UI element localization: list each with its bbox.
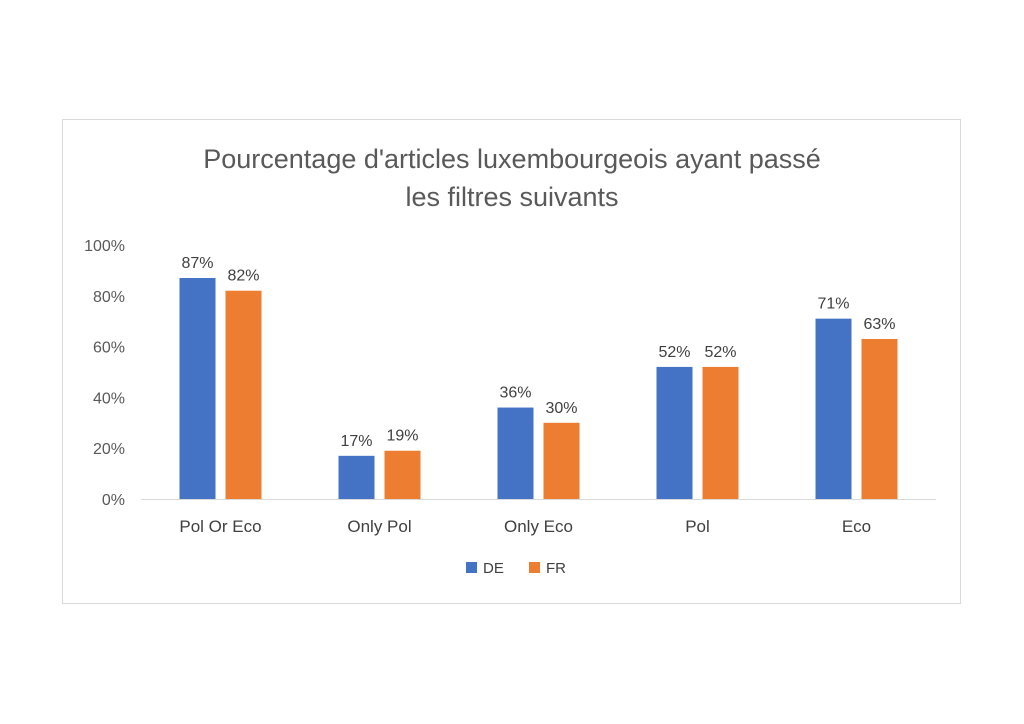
y-axis: 0% 20% 40% 60% 80% 100% [84,238,125,509]
chart-frame: Pourcentage d'articles luxembourgeois ay… [62,119,961,604]
data-label: 87% [181,255,213,272]
y-tick-label: 100% [84,238,125,255]
y-tick-label: 80% [93,289,125,306]
bar-de [815,318,852,499]
legend-label-fr: FR [546,560,566,577]
category-label: Pol Or Eco [179,517,261,536]
data-label: 63% [863,316,895,333]
data-label: 30% [545,400,577,417]
data-label: 52% [704,344,736,361]
bars: 87% 82% 17% 19% 36% 30% 52% 52% 71% 63% [179,255,898,499]
chart-title-line-2: les filtres suivants [405,182,618,212]
y-tick-label: 40% [93,390,125,407]
legend: DE FR [466,560,566,577]
data-label: 82% [227,268,259,285]
bar-fr [225,290,262,499]
bar-de [179,278,216,499]
bar-fr [702,366,739,499]
category-label: Only Pol [347,517,411,536]
data-label: 17% [340,433,372,450]
data-label: 71% [817,296,849,313]
bar-de [656,366,693,499]
y-tick-label: 60% [93,340,125,357]
bar-de [497,407,534,499]
bar-fr [861,338,898,499]
chart-title-line-1: Pourcentage d'articles luxembourgeois ay… [203,144,821,174]
bar-fr [384,450,421,499]
category-label: Eco [842,517,871,536]
bar-fr [543,422,580,499]
bar-de [338,455,375,499]
y-tick-label: 0% [102,492,125,509]
data-label: 52% [658,344,690,361]
chart-svg: Pourcentage d'articles luxembourgeois ay… [84,144,936,577]
y-tick-label: 20% [93,441,125,458]
category-labels: Pol Or Eco Only Pol Only Eco Pol Eco [179,517,871,536]
legend-swatch-de [466,562,477,573]
category-label: Only Eco [504,517,573,536]
category-label: Pol [685,517,710,536]
legend-swatch-fr [529,562,540,573]
data-label: 36% [499,385,531,402]
legend-label-de: DE [483,560,504,577]
data-label: 19% [386,428,418,445]
